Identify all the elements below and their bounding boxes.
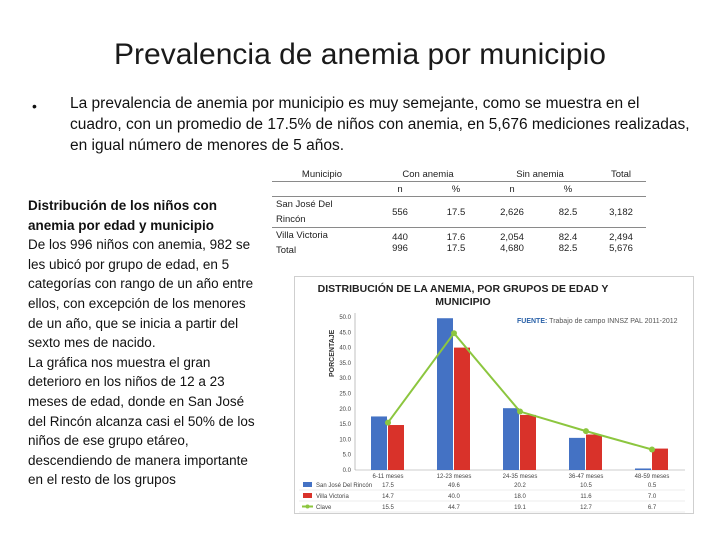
section-heading: Distribución de los niños con anemia por… [28, 198, 218, 233]
header-con-anemia: Con anemia [402, 168, 454, 180]
y-tick-label: 30.0 [339, 376, 351, 382]
row-name: Villa Victoria [272, 227, 372, 243]
y-tick-label: 25.0 [339, 392, 351, 398]
x-tick-label: 24-35 meses [503, 474, 538, 480]
bar-villa-victoria [586, 434, 602, 470]
bar-villa-victoria [454, 347, 470, 470]
left-column: Distribución de los niños con anemia por… [28, 196, 260, 490]
data-label: 18.0 [514, 494, 526, 500]
data-label: 15.5 [382, 505, 394, 511]
header-total: Total [610, 168, 632, 180]
y-tick-label: 0.0 [343, 468, 352, 474]
line-point [517, 408, 523, 415]
slide-title: Prevalencia de anemia por municipio [114, 38, 606, 71]
y-tick-label: 15.0 [339, 422, 351, 428]
y-tick-label: 20.0 [339, 407, 351, 413]
x-tick-label: 6-11 meses [373, 474, 404, 480]
row-name: Rincón [276, 214, 306, 225]
cell: 2,626 [484, 196, 540, 228]
data-label: 19.1 [514, 505, 526, 511]
y-tick-label: 35.0 [339, 361, 351, 367]
y-tick-label: 10.0 [339, 437, 351, 443]
bar-san-jose [371, 416, 387, 470]
paragraph-2: La gráfica nos muestra el gran deterioro… [28, 354, 255, 488]
cell: 2,054 4,680 [484, 227, 540, 258]
chart-title: DISTRIBUCIÓN DE LA ANEMIA, POR GRUPOS DE… [317, 283, 609, 308]
y-tick-label: 45.0 [339, 330, 351, 336]
table-row: Villa Victoria 440 996 17.6 17.5 2,054 4,68… [272, 227, 646, 258]
y-tick-label: 5.0 [343, 453, 352, 459]
data-label: 40.0 [448, 494, 460, 500]
bar-san-jose [437, 318, 453, 470]
legend-label: Clave [316, 505, 332, 511]
data-label: 17.5 [382, 483, 394, 489]
x-tick-label: 36-47 meses [569, 474, 604, 480]
table-header-row: Municipio Con anemia Sin anemia Total [272, 167, 646, 182]
data-label: 20.2 [514, 483, 526, 489]
cell: 82.5 [540, 196, 596, 228]
data-label: 11.6 [580, 494, 592, 500]
row-name: San José Del [272, 196, 372, 212]
table-row: San José Del 556 17.5 2,626 82.5 3,182 [272, 196, 646, 228]
line-point [649, 446, 655, 453]
anemia-chart: DISTRIBUCIÓN DE LA ANEMIA, POR GRUPOS DE… [294, 276, 694, 514]
cell: 2,494 5,676 [596, 227, 646, 258]
cell: 556 [372, 196, 428, 228]
line-point [451, 330, 457, 337]
legend-label: San José Del Rincón [316, 483, 372, 489]
anemia-table: Municipio Con anemia Sin anemia Total n … [272, 167, 646, 258]
cell: 17.5 [428, 196, 484, 228]
bar-villa-victoria [652, 448, 668, 470]
legend-key [305, 504, 310, 509]
legend-key [303, 482, 312, 487]
cell: 82.4 82.5 [540, 227, 596, 258]
bar-san-jose [635, 468, 651, 470]
legend-label: Villa Victoria [316, 494, 349, 500]
table-subheader-row: n % n % [272, 181, 646, 197]
data-label: 14.7 [382, 494, 394, 500]
bar-san-jose [503, 408, 519, 470]
sub-pct: % [428, 181, 484, 197]
sub-pct: % [540, 181, 596, 197]
data-label: 12.7 [580, 505, 592, 511]
y-tick-label: 40.0 [339, 346, 351, 352]
sub-n: n [372, 181, 428, 197]
data-label: 6.7 [648, 505, 657, 511]
cell: 3,182 [596, 196, 646, 228]
header-municipio: Municipio [301, 168, 343, 180]
data-label: 44.7 [448, 505, 460, 511]
paragraph-1: De los 996 niños con anemia, 982 se les … [28, 237, 254, 351]
cell: 440 996 [372, 227, 428, 258]
x-tick-label: 12-23 meses [437, 474, 472, 480]
row-name: Total [276, 245, 297, 256]
legend-key [303, 493, 312, 498]
data-label: 0.5 [648, 483, 657, 489]
bullet-marker: • [32, 98, 37, 114]
line-point [583, 428, 589, 435]
data-label: 7.0 [648, 494, 657, 500]
bullet-text: La prevalencia de anemia por municipio e… [70, 95, 690, 154]
bar-villa-victoria [520, 414, 536, 470]
table-row: Rincón [272, 212, 646, 228]
chart-plot: 0.0 5.0 10.0 15.0 20.0 25.0 30.0 35.0 40.0 45.0 50… [299, 313, 685, 513]
header-sin-anemia: Sin anemia [516, 168, 564, 180]
cell: 17.6 17.5 [428, 227, 484, 258]
sub-n: n [484, 181, 540, 197]
line-point [385, 419, 391, 426]
table-row: Total [272, 243, 646, 258]
chart-source: FUENTE: Trabajo de campo INNSZ PAL 2011-… [517, 318, 678, 325]
x-tick-label: 48-59 meses [635, 474, 670, 480]
data-label: 10.5 [580, 483, 592, 489]
bar-villa-victoria [388, 425, 404, 470]
bar-san-jose [569, 437, 585, 470]
y-tick-label: 50.0 [339, 315, 351, 321]
data-label: 49.6 [448, 483, 460, 489]
